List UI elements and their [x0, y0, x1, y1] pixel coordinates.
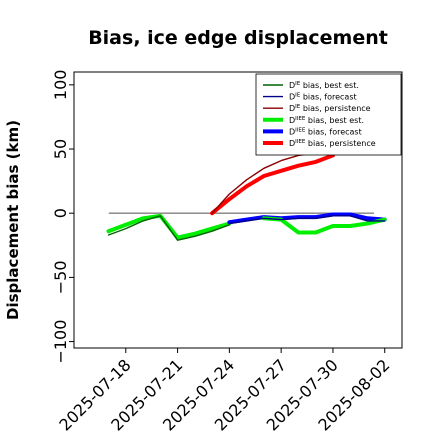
legend-label: DIE bias, best est.	[289, 81, 359, 90]
y-axis-label: Displacement bias (km)	[4, 120, 22, 320]
series-line-4	[227, 212, 387, 225]
legend: DIE bias, best est. DIE bias, forecast DIE…	[255, 73, 402, 156]
legend-box	[255, 73, 402, 156]
chart-title: Bias, ice edge displacement	[88, 27, 388, 49]
legend-label: DIE bias, forecast	[289, 93, 357, 102]
series-line-5	[210, 153, 335, 216]
series-lines	[106, 145, 387, 241]
y-tick-label: −50	[51, 261, 70, 295]
series-line-0	[107, 215, 231, 241]
y-tick-label: 0	[51, 208, 70, 218]
y-tick-label: 100	[51, 70, 70, 101]
legend-label: DIE bias, persistence	[289, 104, 371, 113]
legend-label: DIIEE bias, persistence	[289, 139, 376, 148]
legend-label: DIIEE bias, best est.	[289, 116, 364, 125]
series-line-6	[261, 216, 387, 235]
series-line-1	[228, 215, 386, 225]
plot-frame	[73, 71, 403, 349]
y-tick-label: 50	[51, 139, 70, 159]
series-line-2	[211, 145, 334, 214]
legend-label: DIIEE bias, forecast	[289, 127, 362, 136]
y-tick-label: −100	[51, 320, 70, 364]
axes	[69, 71, 403, 353]
series-line-3	[106, 213, 232, 240]
